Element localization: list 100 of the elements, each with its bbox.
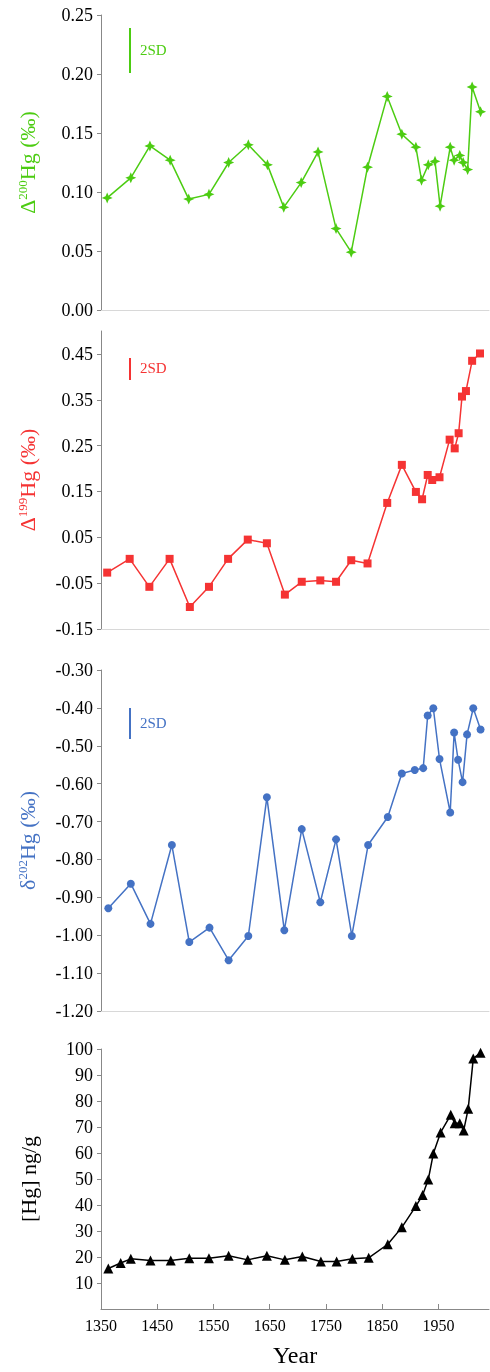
y-tick-label: 0.20 <box>61 64 93 84</box>
y-tick-label: 0.35 <box>61 389 93 410</box>
point <box>347 1253 358 1264</box>
point <box>476 725 485 734</box>
point <box>184 1253 195 1264</box>
point <box>396 1222 407 1233</box>
point <box>445 435 454 444</box>
point <box>429 704 438 713</box>
point <box>410 766 419 775</box>
point <box>435 755 444 764</box>
point <box>396 128 408 140</box>
point <box>125 554 134 563</box>
point <box>428 1148 439 1159</box>
point <box>144 140 156 152</box>
y-tick-label: 50 <box>75 1169 93 1189</box>
point <box>261 159 273 171</box>
y-tick-label: 0.15 <box>61 481 93 502</box>
point <box>476 349 484 358</box>
x-tick-label: 1450 <box>141 1316 174 1334</box>
y-tick-label: 30 <box>75 1221 93 1241</box>
point <box>242 1254 253 1265</box>
point <box>125 172 137 184</box>
point <box>457 157 469 168</box>
point <box>185 938 194 947</box>
y-tick-label: -0.90 <box>55 887 93 908</box>
point <box>101 192 113 204</box>
point <box>383 813 392 822</box>
point <box>362 161 374 173</box>
y-axis-title: Δ199Hg (‰) <box>15 428 40 532</box>
point <box>435 1127 446 1138</box>
point <box>279 1254 290 1265</box>
point <box>205 923 214 932</box>
y-tick-label: 0.45 <box>61 343 93 364</box>
point <box>363 1252 374 1263</box>
x-tick-label: 1550 <box>197 1316 230 1334</box>
x-tick-label: 1650 <box>253 1316 286 1334</box>
y-tick-label: 80 <box>75 1091 93 1111</box>
point <box>450 728 459 737</box>
point <box>203 1253 214 1264</box>
point <box>332 577 341 586</box>
point <box>454 149 466 161</box>
point <box>397 769 406 778</box>
point <box>297 825 306 834</box>
point <box>435 473 444 482</box>
y-axis-title: [Hg] ng/g <box>15 1135 41 1223</box>
y-tick-label: -0.70 <box>55 811 93 832</box>
y-tick-label: 0.25 <box>61 5 93 25</box>
point <box>397 460 406 469</box>
y-tick-label: -0.05 <box>55 573 93 594</box>
point <box>165 1255 176 1266</box>
point <box>462 164 474 176</box>
point <box>383 498 392 507</box>
y-tick-label: -0.50 <box>55 735 93 756</box>
point <box>223 157 235 168</box>
point <box>428 476 437 484</box>
point <box>332 835 341 844</box>
y-tick-label: 20 <box>75 1247 93 1267</box>
point <box>345 246 357 258</box>
point <box>364 841 373 850</box>
point <box>382 1239 393 1250</box>
point <box>444 141 456 153</box>
y-tick-label: 100 <box>66 1039 93 1059</box>
point <box>203 188 215 200</box>
y-tick-label: 0.10 <box>61 182 93 202</box>
x-tick-label: 1950 <box>422 1316 455 1334</box>
point <box>475 1047 486 1058</box>
x-axis-title: Year <box>272 1342 318 1368</box>
point <box>429 155 441 167</box>
point <box>125 1253 136 1264</box>
point <box>295 177 307 189</box>
point <box>242 139 254 151</box>
point <box>417 1190 428 1201</box>
point <box>463 730 472 739</box>
y-tick-label: -0.60 <box>55 773 93 794</box>
y-tick-label: 70 <box>75 1117 93 1137</box>
point <box>411 487 420 496</box>
annotation: 2SD <box>140 41 167 59</box>
point <box>330 223 342 235</box>
y-tick-label: 0.05 <box>61 527 93 548</box>
point <box>418 495 427 504</box>
point <box>463 1103 474 1114</box>
x-tick-label: 1350 <box>85 1316 117 1334</box>
point <box>204 582 213 591</box>
point <box>422 159 434 171</box>
point <box>468 356 477 365</box>
point <box>410 1201 421 1212</box>
point <box>104 904 113 913</box>
point <box>445 1109 456 1120</box>
y-tick-label: -0.30 <box>55 660 93 680</box>
point <box>224 956 233 965</box>
y-tick-label: -1.00 <box>55 925 93 946</box>
point <box>103 568 112 577</box>
y-tick-label: -0.40 <box>55 697 93 718</box>
y-tick-label: 0.05 <box>61 241 93 261</box>
x-tick-label: 1750 <box>309 1316 342 1334</box>
point <box>183 193 195 205</box>
point <box>450 444 459 453</box>
y-tick-label: -1.10 <box>55 963 93 984</box>
point <box>224 554 233 563</box>
point <box>165 554 174 563</box>
